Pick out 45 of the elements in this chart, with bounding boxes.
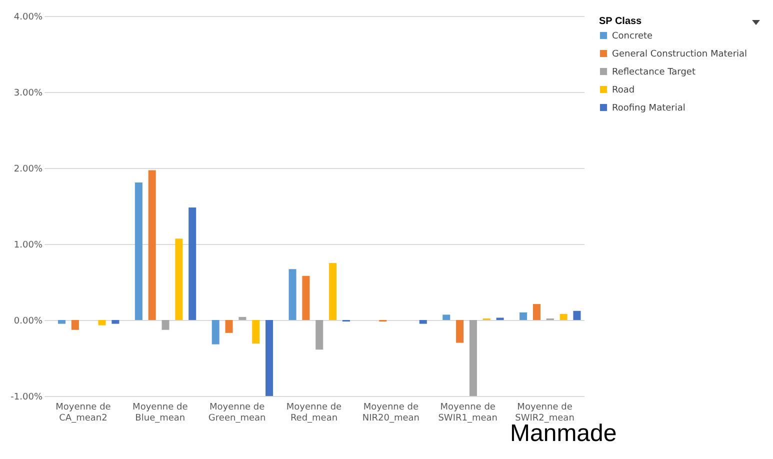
bar	[188, 208, 196, 320]
x-tick-label: Moyenne de CA_mean2	[56, 402, 112, 424]
legend-label: General Construction Material	[612, 50, 748, 60]
legend-label: Reflectance Target	[612, 68, 696, 78]
bar	[442, 314, 450, 320]
bar	[58, 320, 66, 324]
bar	[532, 304, 540, 320]
legend-label: Roofing Material	[612, 104, 686, 114]
bar	[456, 320, 464, 343]
x-tick-label: Moyenne de SWIR1_mean	[438, 402, 498, 424]
legend-title: SP Class	[599, 16, 642, 27]
bar	[329, 263, 337, 320]
bar	[162, 320, 170, 330]
y-tick-label: 3.00%	[14, 88, 43, 98]
bar	[98, 320, 106, 326]
y-tick-label: -1.00%	[10, 392, 43, 402]
bar	[316, 320, 324, 350]
bar	[419, 320, 427, 324]
bar	[469, 320, 477, 396]
x-tick-label: Moyenne de NIR20_mean	[362, 402, 420, 424]
bar	[573, 310, 581, 320]
legend-label: Concrete	[612, 32, 654, 42]
y-tick-label: 2.00%	[14, 164, 43, 174]
y-tick-label: 1.00%	[14, 240, 43, 250]
bar	[520, 312, 528, 320]
y-tick-label: 4.00%	[14, 12, 43, 22]
bar	[148, 170, 156, 320]
y-tick-label: 0.00%	[14, 316, 43, 326]
bar	[266, 320, 274, 396]
bar	[134, 182, 142, 320]
bar	[560, 314, 568, 320]
bar	[112, 320, 120, 324]
x-tick-label: Moyenne de SWIR2_mean	[515, 402, 574, 424]
bar	[252, 320, 260, 344]
bar	[212, 320, 220, 344]
bar	[71, 320, 79, 330]
x-tick-label: Moyenne de Blue_mean	[132, 402, 188, 424]
bar	[302, 276, 310, 320]
legend-label: Road	[612, 86, 635, 96]
bar	[225, 320, 233, 333]
bar	[288, 269, 296, 320]
bar	[238, 316, 246, 320]
bar	[175, 238, 183, 320]
x-tick-label: Moyenne de Red_mean	[286, 402, 342, 424]
x-tick-label: Moyenne de Green_mean	[208, 402, 266, 424]
